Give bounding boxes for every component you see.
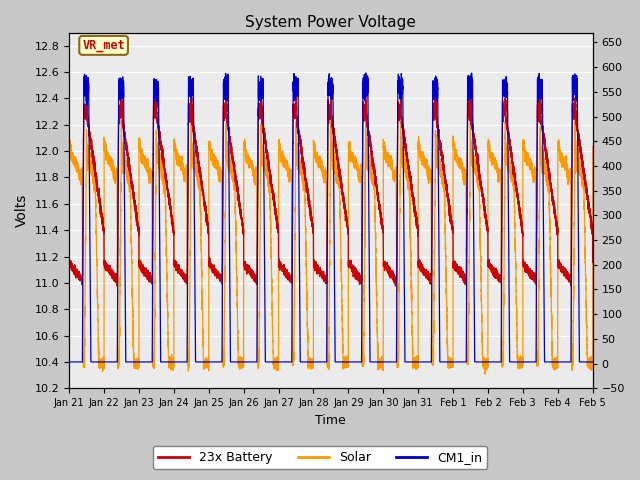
23x Battery <box>113 283 121 289</box>
CM1_in <box>399 147 407 153</box>
CM1_in <box>535 80 543 86</box>
CM1_in <box>520 359 528 365</box>
Solar <box>589 144 596 149</box>
Solar <box>572 108 579 114</box>
Solar <box>301 183 308 189</box>
CM1_in <box>588 359 595 365</box>
Y-axis label: Volts: Volts <box>15 194 29 227</box>
Line: 23x Battery: 23x Battery <box>69 94 593 286</box>
X-axis label: Time: Time <box>316 414 346 427</box>
23x Battery <box>582 183 589 189</box>
Line: CM1_in: CM1_in <box>69 73 593 362</box>
23x Battery <box>292 91 300 96</box>
23x Battery <box>535 112 543 118</box>
23x Battery <box>588 219 595 225</box>
23x Battery <box>301 172 308 178</box>
Solar <box>535 310 543 316</box>
Solar <box>65 143 73 149</box>
CM1_in <box>362 70 370 76</box>
23x Battery <box>520 261 528 266</box>
Solar <box>399 153 407 158</box>
23x Battery <box>65 257 73 263</box>
CM1_in <box>65 359 73 365</box>
CM1_in <box>301 359 308 365</box>
23x Battery <box>589 259 596 265</box>
Legend: 23x Battery, Solar, CM1_in: 23x Battery, Solar, CM1_in <box>153 446 487 469</box>
Title: System Power Voltage: System Power Voltage <box>245 15 416 30</box>
Solar <box>582 268 589 274</box>
Solar <box>520 143 528 148</box>
Text: VR_met: VR_met <box>82 39 125 52</box>
Solar <box>481 371 489 377</box>
Line: Solar: Solar <box>69 111 593 374</box>
CM1_in <box>582 359 589 365</box>
Solar <box>588 353 595 359</box>
23x Battery <box>399 124 407 130</box>
CM1_in <box>589 359 596 365</box>
